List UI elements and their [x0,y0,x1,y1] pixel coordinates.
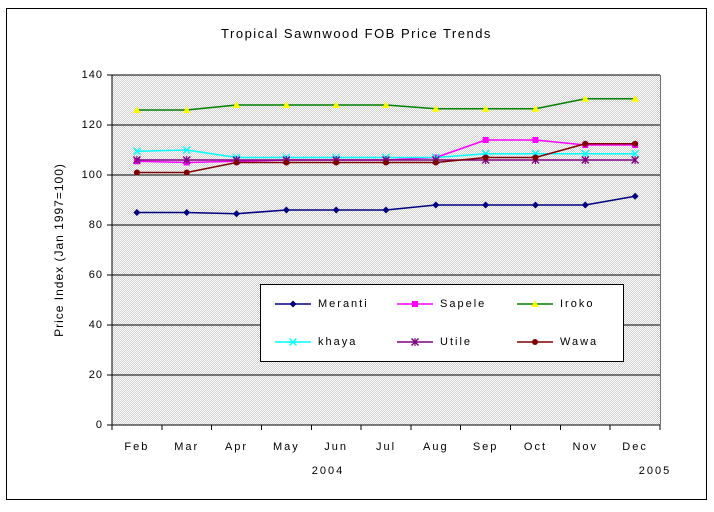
marker-Meranti [133,209,141,216]
marker-Sapele [532,137,539,143]
marker-Meranti [233,210,241,218]
legend-item-Utile: Utile [397,336,517,348]
x-axis-year-2005: 2005 [638,465,672,477]
x-tick-label: Apr [224,441,249,453]
marker-Iroko [581,95,590,102]
x-tick-label: May [272,441,300,453]
marker-Iroko [631,95,640,102]
x-tick-label: Dec [622,441,648,453]
legend-marker-glyph-khaya [289,338,297,346]
legend-label: Sapele [440,298,487,310]
y-tick-label: 80 [88,219,103,231]
marker-Wawa [383,159,389,166]
x-tick-label: Jul [375,441,397,453]
legend-marker-Utile [397,338,433,346]
legend-marker-glyph-Sapele [412,301,418,307]
plot-area [112,75,661,425]
marker-Wawa [482,154,489,161]
legend-item-Sapele: Sapele [397,298,517,310]
marker-Meranti [631,192,639,200]
x-tick-label: Mar [174,441,200,453]
legend-label: khaya [318,336,358,348]
legend-marker-glyph-Meranti [289,300,297,308]
marker-Meranti [531,201,539,209]
legend-label: Iroko [560,298,595,310]
marker-Wawa [233,159,240,166]
legend-marker-Wawa [517,339,553,345]
marker-khaya [182,146,191,154]
marker-khaya [631,149,640,158]
y-tick-label: 120 [81,119,103,131]
marker-Meranti [482,201,490,209]
marker-Utile [581,156,590,164]
marker-Meranti [282,206,290,214]
legend-label: Wawa [560,336,599,348]
marker-Wawa [582,140,589,147]
marker-Sapele [482,137,489,143]
legend-item-Meranti: Meranti [275,298,397,310]
legend-marker-glyph-Iroko [531,300,539,307]
y-tick-label: 0 [95,419,103,431]
marker-Wawa [283,159,290,166]
marker-Utile [631,156,640,164]
marker-Iroko [132,106,141,113]
legend-item-Iroko: Iroko [517,298,617,310]
legend-marker-glyph-Utile [411,338,419,346]
marker-Iroko [332,101,341,108]
legend-label: Meranti [318,298,369,310]
marker-Iroko [481,105,490,112]
marker-khaya [581,149,590,158]
marker-Wawa [333,159,340,166]
legend-marker-glyph-Wawa [532,339,538,345]
chart-title: Tropical Sawnwood FOB Price Trends [221,26,492,41]
marker-Meranti [581,201,589,209]
y-tick-label: 100 [81,169,103,181]
marker-khaya [132,147,141,156]
marker-Wawa [183,169,190,176]
y-tick-label: 40 [88,319,103,331]
marker-Utile [132,156,141,164]
chart-frame: Tropical Sawnwood FOB Price Trends Price… [6,8,707,500]
x-tick-label: Feb [124,441,150,453]
x-tick-label: Sep [472,441,499,453]
marker-Meranti [432,201,440,209]
marker-Iroko [232,101,241,108]
marker-Wawa [133,169,140,176]
marker-Meranti [332,206,340,214]
marker-Meranti [382,206,390,214]
x-tick-label: Oct [523,441,548,453]
x-axis-year-2004: 2004 [311,465,345,477]
legend-label: Utile [440,336,473,348]
x-tick-label: Jun [324,441,349,453]
y-tick-label: 20 [88,369,103,381]
legend-item-Wawa: Wawa [517,336,617,348]
marker-Iroko [382,101,390,108]
chart-canvas [107,74,661,430]
marker-Iroko [282,101,291,108]
y-axis-title: Price Index (Jan 1997=100) [52,163,66,337]
legend: Meranti Sapele Iroko khaya Utile Wawa [260,284,624,362]
y-tick-label: 60 [88,269,103,281]
marker-Wawa [632,140,639,147]
legend-marker-khaya [275,338,311,346]
legend-item-khaya: khaya [275,336,397,348]
marker-Meranti [183,209,191,216]
marker-Iroko [431,105,440,112]
x-tick-label: Nov [572,441,599,453]
legend-marker-Sapele [397,301,433,307]
marker-Wawa [432,159,439,166]
marker-Wawa [532,154,539,161]
marker-Utile [182,156,191,164]
legend-marker-Meranti [275,300,311,308]
legend-marker-Iroko [517,300,553,307]
marker-Iroko [182,106,191,113]
x-tick-label: Aug [423,441,449,453]
marker-Iroko [531,105,540,112]
y-tick-label: 140 [81,69,103,81]
